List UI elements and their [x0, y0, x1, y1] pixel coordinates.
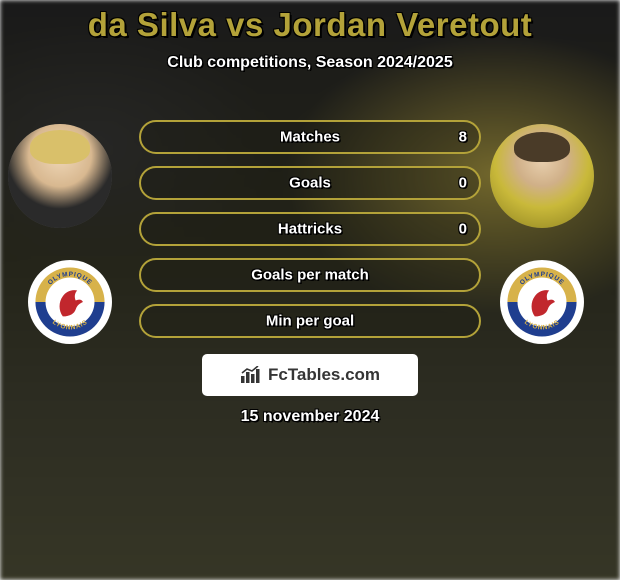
page-subtitle: Club competitions, Season 2024/2025: [0, 54, 620, 72]
watermark-text: FcTables.com: [268, 365, 380, 385]
stat-label: Min per goal: [141, 313, 479, 330]
stat-label: Goals per match: [141, 267, 479, 284]
content-container: da Silva vs Jordan Veretout Club competi…: [0, 0, 620, 580]
stat-label: Hattricks: [141, 221, 479, 238]
chart-icon: [240, 366, 262, 384]
watermark: FcTables.com: [202, 354, 418, 396]
stat-row-matches: Matches 8: [139, 120, 481, 154]
stat-value: 8: [459, 129, 467, 146]
stat-value: 0: [459, 175, 467, 192]
club-badge-right: OLYMPIQUE LYONNAIS: [500, 260, 584, 344]
stat-row-goals-per-match: Goals per match: [139, 258, 481, 292]
stat-row-goals: Goals 0: [139, 166, 481, 200]
stat-row-hattricks: Hattricks 0: [139, 212, 481, 246]
lyon-badge-icon: OLYMPIQUE LYONNAIS: [506, 266, 578, 338]
page-title: da Silva vs Jordan Veretout: [0, 6, 620, 44]
stat-label: Matches: [141, 129, 479, 146]
lyon-badge-icon: OLYMPIQUE LYONNAIS: [34, 266, 106, 338]
player-left-avatar: [8, 124, 112, 228]
date-label: 15 november 2024: [0, 408, 620, 426]
club-badge-left: OLYMPIQUE LYONNAIS: [28, 260, 112, 344]
stats-table: Matches 8 Goals 0 Hattricks 0 Goals per …: [139, 120, 481, 350]
player-right-avatar: [490, 124, 594, 228]
stat-value: 0: [459, 221, 467, 238]
stat-label: Goals: [141, 175, 479, 192]
stat-row-min-per-goal: Min per goal: [139, 304, 481, 338]
